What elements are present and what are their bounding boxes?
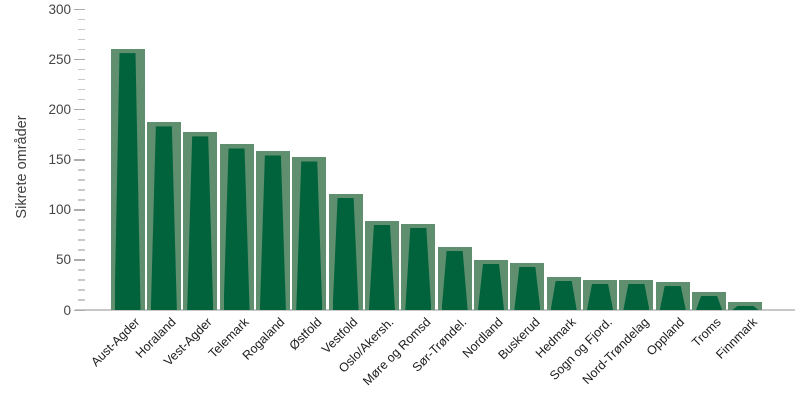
y-minor-tick (78, 189, 85, 191)
bar-fill (660, 286, 686, 310)
y-minor-tick (78, 229, 85, 231)
x-category-label: Aust-Agder (88, 315, 143, 370)
y-minor-tick (78, 128, 85, 131)
y-tick-label: 300 (48, 1, 71, 17)
y-minor-tick (78, 219, 85, 221)
bar (110, 49, 145, 310)
bar (364, 220, 399, 310)
bar (255, 151, 290, 310)
y-tick-label: 0 (63, 302, 71, 318)
y-minor-tick (78, 78, 85, 81)
y-minor-tick (78, 279, 85, 281)
bar-fill (115, 53, 141, 310)
y-major-tick (74, 159, 85, 161)
y-tick-label: 50 (55, 252, 71, 268)
bar-fill (696, 296, 722, 310)
y-minor-tick (78, 299, 85, 301)
bar (692, 291, 727, 310)
bar (183, 132, 218, 310)
bar (510, 262, 545, 310)
bar-fill (514, 267, 540, 310)
y-minor-tick (78, 68, 85, 71)
y-major-tick (74, 108, 85, 111)
bar (146, 122, 181, 310)
bar-fill (369, 225, 395, 310)
bar (328, 193, 363, 310)
y-tick-label: 150 (48, 152, 71, 167)
bar-fill (151, 126, 177, 310)
y-minor-tick (78, 118, 85, 121)
bar (583, 279, 618, 310)
y-minor-tick (78, 169, 85, 171)
y-major-tick (74, 309, 85, 311)
bar-fill (442, 251, 468, 310)
y-minor-tick (78, 249, 85, 251)
y-minor-tick (78, 199, 85, 201)
y-tick-label: 250 (48, 51, 71, 67)
bar-fill (587, 284, 613, 310)
x-category-label: Østfold (286, 315, 325, 353)
y-minor-tick (78, 18, 85, 21)
y-minor-tick (78, 98, 85, 101)
x-category-label: Oppland (644, 315, 688, 359)
y-minor-tick (78, 269, 85, 271)
bar-fill (296, 161, 322, 310)
bar-fill (260, 155, 286, 310)
bar (655, 281, 690, 310)
bar (619, 279, 654, 310)
bar (219, 144, 254, 310)
y-minor-tick (78, 28, 85, 31)
y-minor-tick (78, 88, 85, 91)
bar-fill (405, 228, 431, 310)
y-minor-tick (78, 148, 85, 151)
bar-fill (732, 306, 758, 310)
x-axis-line (75, 309, 795, 311)
bar-fill (333, 198, 359, 310)
y-major-tick (74, 8, 85, 10)
bar (474, 259, 508, 310)
bar (437, 246, 472, 310)
y-minor-tick (78, 48, 85, 51)
bar (401, 223, 436, 310)
bar-fill (551, 281, 577, 310)
y-minor-tick (78, 38, 85, 41)
y-tick-label: 200 (48, 101, 71, 117)
bar (546, 276, 581, 310)
bar-fill (478, 264, 504, 310)
y-minor-tick (78, 179, 85, 181)
bar (292, 157, 327, 310)
y-tick-label: 100 (48, 202, 71, 218)
y-major-tick (74, 259, 85, 261)
y-minor-tick (78, 289, 85, 291)
bar (728, 301, 763, 310)
y-minor-tick (78, 239, 85, 241)
bar-fill (224, 148, 250, 310)
y-major-tick (74, 209, 85, 211)
y-minor-tick (78, 138, 85, 141)
x-category-label: Nord-Trøndelag (579, 315, 652, 387)
bar-fill (187, 136, 213, 310)
bar-fill (623, 284, 649, 310)
y-major-tick (74, 58, 85, 61)
